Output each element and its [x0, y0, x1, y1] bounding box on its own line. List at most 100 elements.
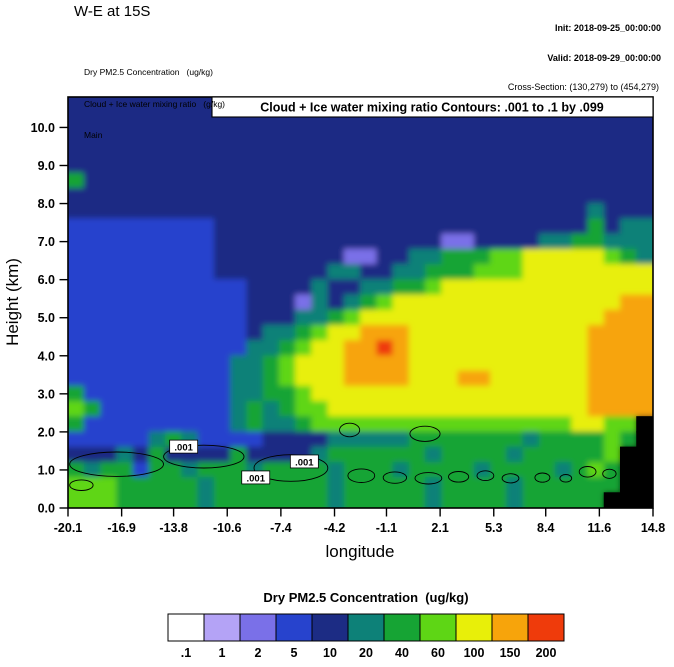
heatmap-cell: [262, 187, 280, 204]
heatmap-cell: [571, 233, 589, 250]
heatmap-cell: [311, 401, 329, 418]
heatmap-cell: [441, 97, 459, 98]
heatmap-cell: [116, 203, 134, 220]
terrain-cell: [636, 492, 653, 508]
heatmap-cell: [148, 111, 166, 128]
heatmap-cell: [376, 492, 394, 508]
heatmap-cell: [457, 431, 475, 448]
heatmap-cell: [278, 187, 296, 204]
heatmap-cell: [376, 355, 394, 372]
heatmap-cell: [148, 477, 166, 494]
heatmap-cell: [83, 492, 101, 508]
heatmap-cell: [506, 127, 524, 144]
heatmap-cell: [360, 294, 378, 311]
heatmap-cell: [522, 461, 540, 478]
heatmap-cell: [181, 264, 199, 281]
heatmap-cell: [490, 446, 508, 463]
heatmap-cell: [246, 157, 264, 174]
heatmap-cell: [68, 294, 85, 311]
heatmap-cell: [132, 385, 150, 402]
heatmap-cell: [522, 248, 540, 265]
heatmap-cell: [83, 233, 101, 250]
heatmap-cell: [506, 309, 524, 326]
heatmap-cell: [603, 187, 621, 204]
heatmap-cell: [311, 431, 329, 448]
heatmap-cell: [587, 492, 605, 508]
heatmap-cell: [213, 218, 231, 235]
heatmap-cell: [132, 172, 150, 189]
heatmap-cell: [68, 203, 85, 220]
heatmap-cell: [538, 187, 556, 204]
heatmap-cell: [587, 370, 605, 387]
heatmap-cell: [490, 218, 508, 235]
heatmap-cell: [213, 309, 231, 326]
heatmap-cell: [408, 324, 426, 341]
heatmap-cell: [441, 340, 459, 357]
heatmap-cell: [408, 355, 426, 372]
colorbar-cell: [419, 613, 457, 642]
colorbar-cell: [491, 613, 529, 642]
heatmap-cell: [360, 446, 378, 463]
heatmap-cell: [100, 370, 118, 387]
x-axis-title: longitude: [325, 542, 394, 561]
heatmap-cell: [457, 385, 475, 402]
colorbar-label: 2: [255, 646, 262, 660]
heatmap-cell: [165, 401, 183, 418]
x-tick-label: -7.4: [270, 521, 292, 535]
heatmap-cell: [197, 477, 215, 494]
heatmap-cell: [100, 294, 118, 311]
heatmap-cell: [343, 294, 361, 311]
heatmap-cell: [425, 401, 443, 418]
heatmap-cell: [230, 218, 248, 235]
heatmap-cell: [538, 142, 556, 159]
heatmap-cell: [295, 187, 313, 204]
heatmap-cell: [457, 233, 475, 250]
heatmap-cell: [522, 127, 540, 144]
heatmap-cell: [620, 385, 638, 402]
heatmap-cell: [425, 233, 443, 250]
heatmap-cell: [408, 142, 426, 159]
heatmap-cell: [278, 309, 296, 326]
heatmap-cell: [83, 477, 101, 494]
heatmap-cell: [538, 309, 556, 326]
heatmap-cell: [457, 461, 475, 478]
heatmap-cell: [278, 218, 296, 235]
heatmap-cell: [555, 279, 573, 296]
heatmap-cell: [278, 264, 296, 281]
heatmap-cell: [148, 340, 166, 357]
heatmap-cell: [408, 248, 426, 265]
heatmap-cell: [343, 401, 361, 418]
heatmap-cell: [392, 127, 410, 144]
heatmap-cell: [360, 279, 378, 296]
heatmap-cell: [376, 461, 394, 478]
colorbar-cell: [383, 613, 421, 642]
heatmap-cell: [490, 431, 508, 448]
heatmap-cell: [230, 370, 248, 387]
heatmap-cell: [230, 172, 248, 189]
heatmap-cell: [555, 142, 573, 159]
heatmap-cell: [506, 142, 524, 159]
heatmap-cell: [132, 477, 150, 494]
heatmap-cell: [441, 492, 459, 508]
heatmap-cell: [457, 355, 475, 372]
heatmap-cell: [148, 187, 166, 204]
heatmap-cell: [587, 203, 605, 220]
heatmap-cell: [506, 416, 524, 433]
heatmap-cell: [327, 218, 345, 235]
heatmap-cell: [538, 279, 556, 296]
heatmap-cell: [262, 401, 280, 418]
heatmap-cell: [132, 97, 150, 113]
x-tick-label: 11.6: [588, 521, 612, 535]
heatmap-cell: [83, 324, 101, 341]
cloud-contour-line: [501, 473, 520, 484]
heatmap-cell: [441, 294, 459, 311]
heatmap-cell: [555, 294, 573, 311]
heatmap-cell: [68, 172, 69, 189]
heatmap-cell: [360, 187, 378, 204]
heatmap-cell: [360, 142, 378, 159]
heatmap-cell: [327, 492, 345, 508]
heatmap-cell: [522, 431, 540, 448]
heatmap-cell: [522, 492, 540, 508]
heatmap-cell: [587, 218, 605, 235]
heatmap-cell: [587, 431, 605, 448]
